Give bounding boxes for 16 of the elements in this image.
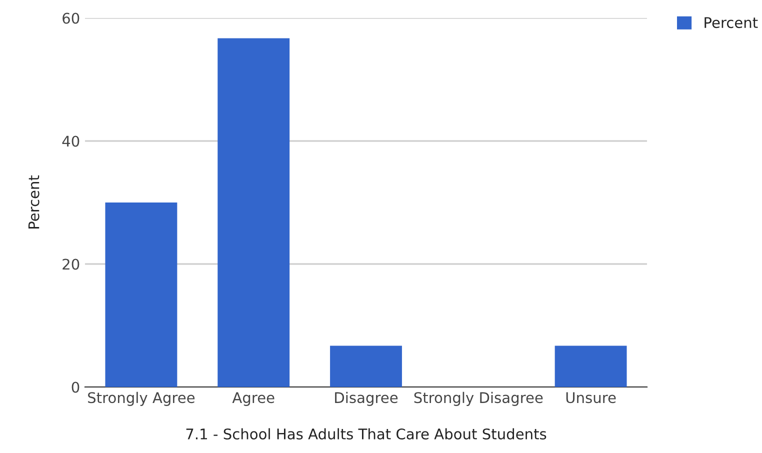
y-tick-label: 40 — [62, 136, 80, 147]
bar — [554, 346, 627, 387]
x-tick-label: Unsure — [566, 392, 616, 404]
bar — [330, 346, 402, 387]
y-tick-label: 0 — [72, 382, 80, 393]
x-tick-label: Disagree — [335, 392, 398, 406]
x-tick-label: Strongly Disagree — [414, 392, 543, 406]
bar — [218, 38, 290, 387]
y-tick-label: 20 — [62, 258, 80, 270]
y-axis-title: Percent — [28, 175, 40, 228]
legend-label: Percent — [704, 17, 758, 28]
bar — [105, 202, 178, 387]
x-tick-label: Agree — [232, 392, 274, 406]
x-axis-title: 7.1 - School Has Adults That Care About Students — [186, 428, 546, 440]
y-tick-label: 60 — [62, 12, 80, 24]
x-tick-label: Strongly Agree — [88, 392, 195, 406]
